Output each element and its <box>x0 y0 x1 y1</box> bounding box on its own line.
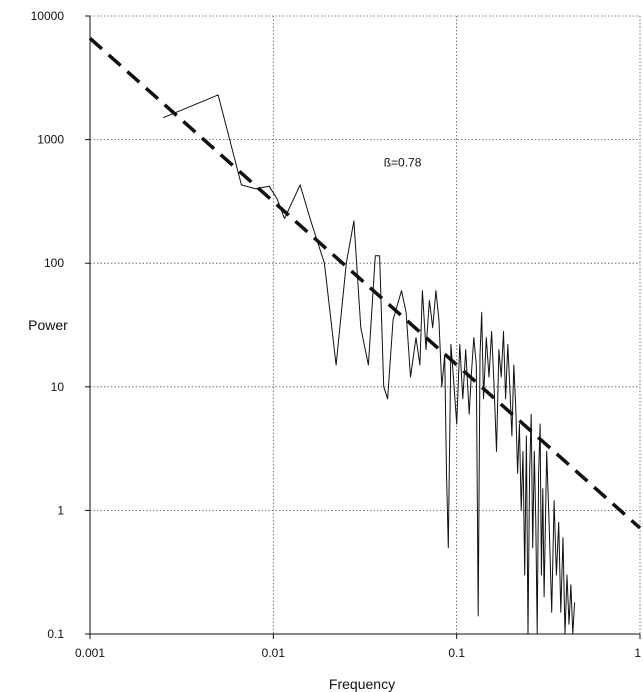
y-tick-label: 10 <box>51 380 65 394</box>
x-tick-label: 0.1 <box>448 646 465 660</box>
x-tick-label: 0.01 <box>262 646 286 660</box>
fit-line-dashed <box>88 36 642 530</box>
data-series <box>88 36 642 635</box>
x-tick-label: 1 <box>634 646 641 660</box>
y-axis-title: Power <box>28 317 68 333</box>
beta-annotation: ß=0.78 <box>384 156 422 170</box>
y-tick-label: 1 <box>57 503 64 517</box>
y-tick-label: 10000 <box>31 9 65 23</box>
axes <box>85 15 641 639</box>
y-tick-label: 0.1 <box>47 627 64 641</box>
grid-lines <box>90 15 641 634</box>
tick-labels: 0.001 0.01 0.1 1 0.1 1 10 100 1000 10000 <box>31 9 642 660</box>
y-tick-label: 100 <box>44 256 64 270</box>
x-tick-label: 0.001 <box>75 646 105 660</box>
y-tick-label: 1000 <box>37 133 64 147</box>
x-axis-title: Frequency <box>329 676 395 692</box>
spectrum-line <box>162 94 576 635</box>
